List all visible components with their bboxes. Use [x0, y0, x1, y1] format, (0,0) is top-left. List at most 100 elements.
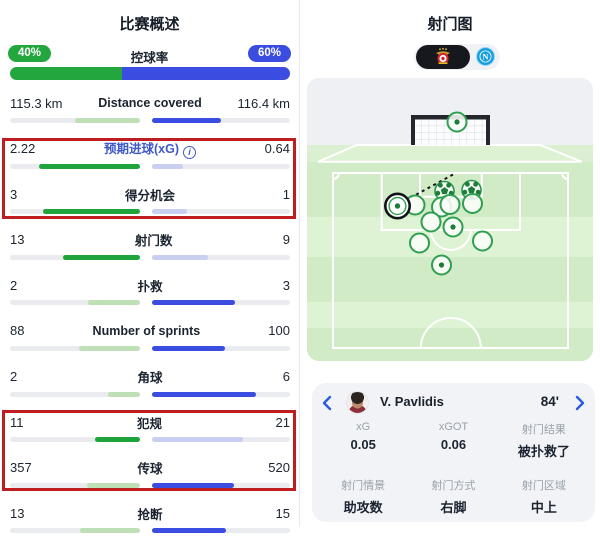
- shot-stat-cell: 射门区域 中上: [499, 477, 589, 516]
- match-overview-panel: 比赛概述 40% 60% 控球率 115.3 km Distance cover…: [0, 0, 300, 534]
- stat-home-value: 3: [10, 186, 18, 202]
- shot-marker-plain[interactable]: [439, 194, 461, 215]
- info-icon[interactable]: i: [183, 146, 196, 160]
- benfica-logo: [436, 47, 450, 65]
- stat-away-value: 0.64: [264, 141, 290, 157]
- stat-bar-away: [152, 300, 290, 306]
- stat-away-value: 1: [282, 186, 290, 202]
- player-avatar: [346, 391, 369, 414]
- shot-minute: 84': [540, 394, 559, 409]
- shot-stat-value: 0.05: [350, 437, 376, 452]
- prev-shot-button[interactable]: [320, 395, 334, 411]
- stat-label: Number of sprints: [92, 323, 201, 338]
- shot-marker-plain[interactable]: [472, 230, 493, 252]
- stat-bar-home: [10, 391, 140, 397]
- stat-away-value: 3: [282, 277, 290, 293]
- stat-home-value: 115.3 km: [10, 95, 63, 111]
- stat-away-value: 6: [282, 369, 290, 385]
- stat-home-value: 2: [10, 277, 18, 293]
- team-toggle: N: [414, 44, 500, 70]
- stat-row: 13 射门数 9: [0, 227, 300, 273]
- shot-stat-value: 被扑救了: [517, 444, 570, 459]
- stat-away-value: 520: [268, 460, 290, 476]
- shot-stats-grid: xG 0.05 xGOT 0.06 射门结果 被扑救了 射门情景 助攻数 射门方…: [318, 421, 589, 516]
- possession-row: 40% 60%: [0, 45, 299, 63]
- team-button-benfica[interactable]: [416, 45, 470, 69]
- shot-stat-value: 0.06: [440, 437, 467, 452]
- shot-marker-dot[interactable]: [446, 111, 468, 133]
- stat-home-value: 88: [10, 323, 25, 339]
- stat-row: 2 扑救 3: [0, 272, 300, 318]
- shot-stat-cell: 射门方式 右脚: [408, 477, 498, 516]
- stat-bar-home: [10, 209, 140, 215]
- shot-stat-cell: 射门情景 助攻数: [318, 477, 408, 516]
- stat-label: 扑救: [137, 279, 163, 294]
- shot-stat-label: 射门区域: [521, 480, 566, 492]
- stat-away-value: 15: [275, 505, 290, 521]
- stat-bar-home: [10, 482, 140, 488]
- stat-row: 357 传球 520: [0, 455, 300, 501]
- shot-stat-label: xG: [356, 421, 371, 433]
- stat-label: 射门数: [134, 234, 173, 249]
- shot-stat-value: 助攻数: [343, 500, 383, 515]
- shot-trajectory-line: [398, 173, 455, 205]
- stat-bar-away: [152, 118, 290, 123]
- stat-bar-away: [152, 528, 290, 534]
- stat-label: 抢断: [137, 507, 163, 522]
- shot-marker-plain[interactable]: [409, 232, 430, 254]
- stat-bar-home: [10, 300, 140, 306]
- stat-bar-home: [10, 345, 140, 351]
- stat-home-value: 13: [10, 232, 25, 248]
- stat-label: 预期进球(xG) i: [104, 138, 196, 160]
- shot-marker-selected[interactable]: [384, 192, 412, 220]
- stat-bar-home: [10, 437, 140, 443]
- stat-home-value: 357: [10, 460, 32, 476]
- shot-stat-value: 中上: [530, 500, 557, 515]
- stat-away-value: 116.4 km: [237, 95, 290, 111]
- possession-label: 控球率: [130, 51, 169, 65]
- shot-stat-label: 射门情景: [341, 480, 386, 492]
- shot-stat-cell: xGOT 0.06: [408, 421, 498, 460]
- shot-marker-dot[interactable]: [442, 216, 464, 238]
- possession-bar: [10, 67, 290, 80]
- shot-detail-card: V. Pavlidis 84' xG 0.05 xGOT 0.06 射门结果 被…: [312, 383, 595, 522]
- stat-label: Distance covered: [98, 96, 202, 110]
- stat-home-value: 2.22: [10, 141, 36, 157]
- shot-marker-plain[interactable]: [420, 211, 442, 233]
- shot-marker-dot[interactable]: [431, 254, 452, 276]
- stat-label: 得分机会: [124, 188, 175, 203]
- shot-stat-cell: 射门结果 被扑救了: [499, 421, 589, 460]
- stat-home-value: 13: [10, 505, 25, 521]
- possession-home-pill: 40%: [8, 45, 52, 62]
- stat-home-value: 2: [10, 369, 18, 385]
- stat-row: 115.3 km Distance covered 116.4 km: [0, 90, 300, 136]
- napoli-logo: N: [478, 49, 493, 64]
- stat-row: 2.22 预期进球(xG) i 0.64: [0, 136, 300, 182]
- next-shot-button[interactable]: [573, 395, 587, 411]
- annotation-box-fouls-passes: [2, 410, 296, 491]
- stat-bar-home: [10, 528, 140, 534]
- possession-away-fill: [122, 67, 290, 80]
- shot-map-title: 射门图: [427, 16, 473, 33]
- overview-title: 比赛概述: [119, 16, 180, 33]
- stat-home-value: 11: [10, 414, 24, 430]
- shot-map-panel: 射门图 N: [300, 0, 600, 527]
- stat-away-value: 100: [268, 323, 290, 339]
- stat-row: 11 犯规 21: [0, 409, 300, 455]
- player-row: V. Pavlidis 84': [312, 391, 595, 415]
- goal-line-trapezoid: [317, 144, 583, 163]
- player-name: V. Pavlidis: [380, 394, 444, 409]
- stat-bar-home: [10, 163, 140, 169]
- shot-marker-plain[interactable]: [462, 193, 483, 214]
- stat-away-value: 21: [275, 414, 290, 430]
- stat-bar-away: [152, 254, 290, 260]
- shot-stat-cell: xG 0.05: [318, 421, 408, 460]
- team-button-napoli[interactable]: N: [476, 47, 495, 66]
- stat-bar-home: [10, 254, 140, 260]
- svg-text:N: N: [482, 52, 489, 62]
- stat-label: 角球: [137, 371, 163, 386]
- stat-row: 3 得分机会 1: [0, 181, 300, 227]
- stat-bar-away: [152, 437, 290, 443]
- shot-stat-label: xGOT: [438, 421, 469, 433]
- stat-bar-away: [152, 209, 290, 215]
